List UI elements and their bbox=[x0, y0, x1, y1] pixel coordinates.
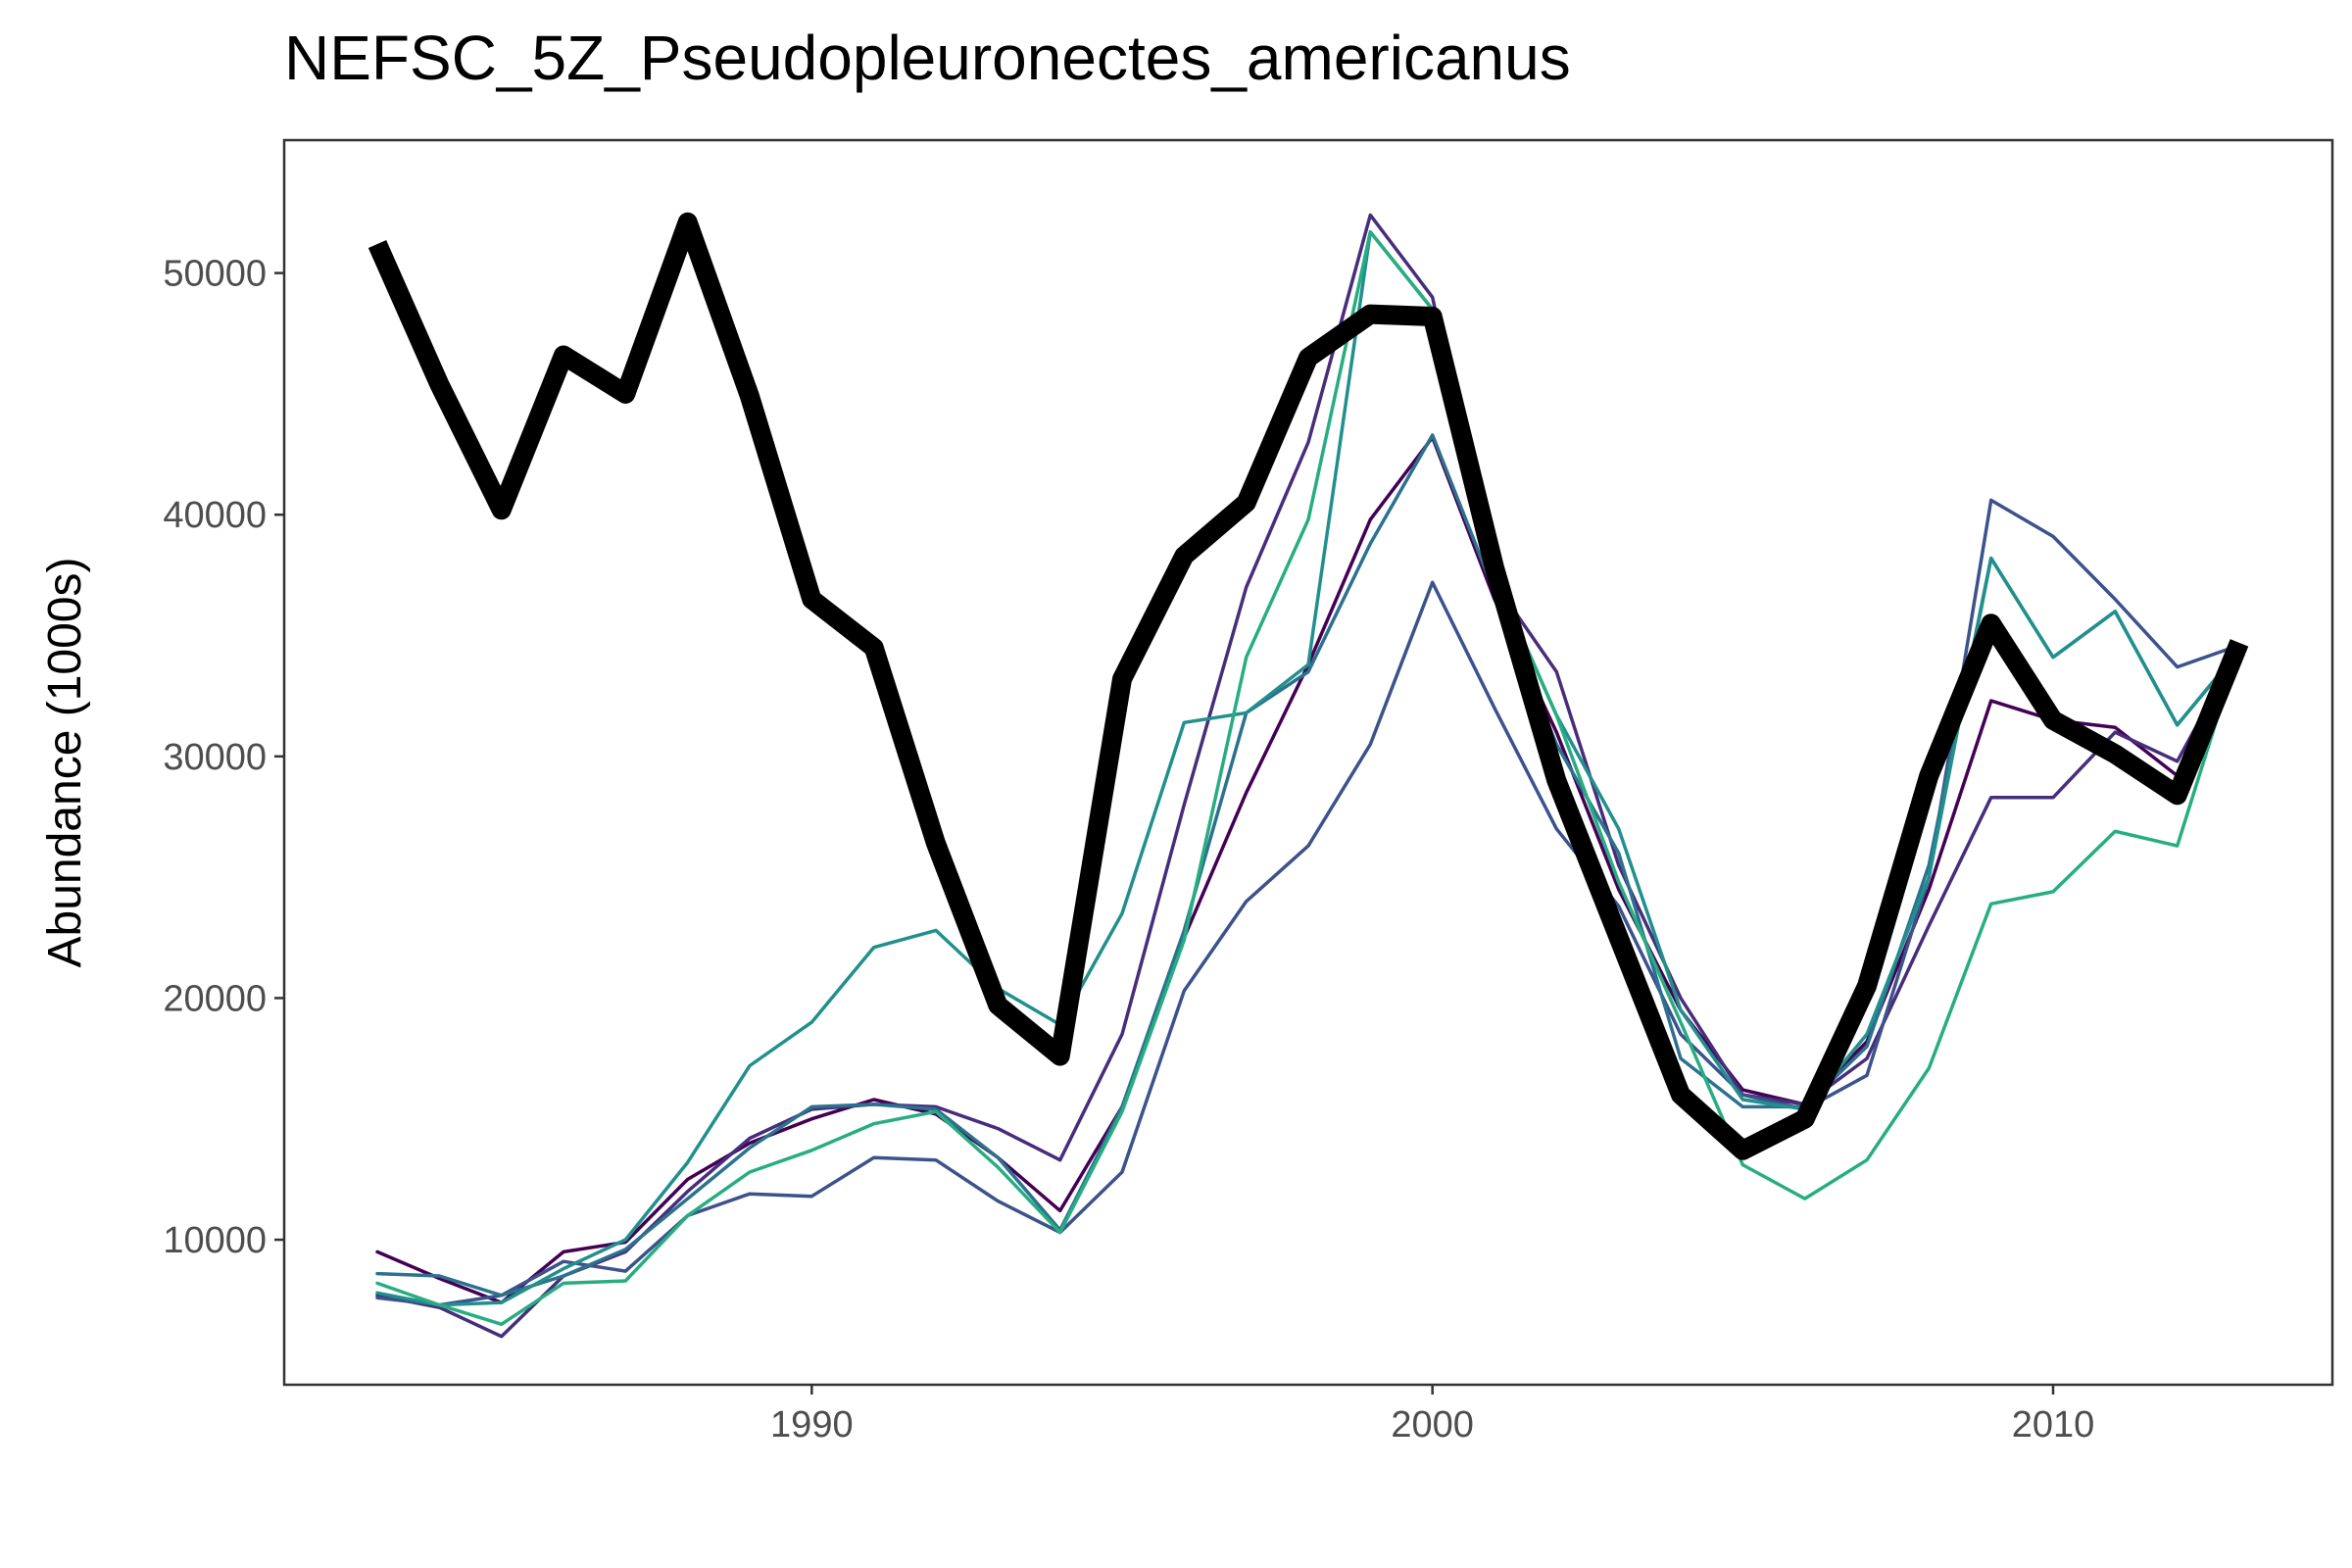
x-tick-label: 2010 bbox=[2012, 1404, 2095, 1446]
series-line-6 bbox=[375, 229, 2241, 1327]
x-axis: 1990 2000 2010 bbox=[770, 1385, 2094, 1446]
x-tick-label: 1990 bbox=[770, 1404, 854, 1446]
series-line-2 bbox=[375, 213, 2241, 1339]
y-tick-label: 40000 bbox=[163, 495, 267, 536]
chart-title: NEFSC_5Z_Pseudopleuronectes_americanus bbox=[284, 23, 1571, 93]
x-tick-label: 2000 bbox=[1391, 1404, 1474, 1446]
y-tick-label: 10000 bbox=[163, 1220, 267, 1261]
series-layer bbox=[368, 212, 2249, 1339]
y-tick-label: 50000 bbox=[163, 254, 267, 295]
series-line-main bbox=[368, 212, 2249, 1160]
series-line-4 bbox=[375, 433, 2241, 1298]
y-axis: 10000 20000 30000 40000 50000 bbox=[163, 254, 284, 1261]
y-tick-label: 20000 bbox=[163, 978, 267, 1019]
y-tick-label: 30000 bbox=[163, 737, 267, 778]
y-axis-title: Abundance (1000s) bbox=[39, 558, 91, 968]
plot-panel bbox=[282, 138, 2334, 1387]
series-line-5 bbox=[375, 229, 2241, 1307]
